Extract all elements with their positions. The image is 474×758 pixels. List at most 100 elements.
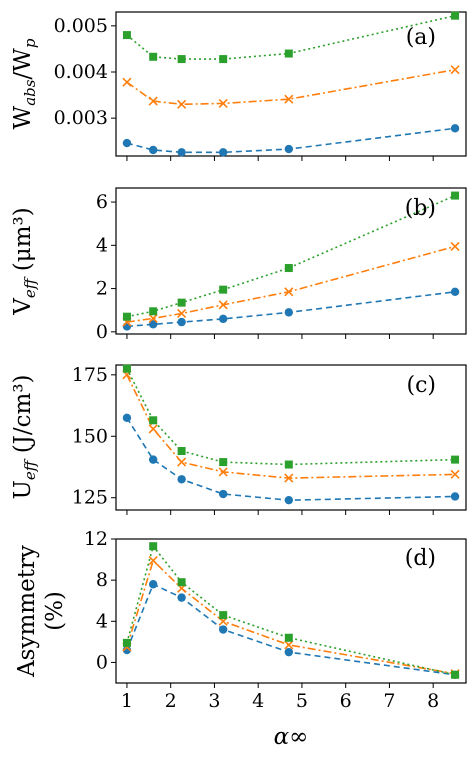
panel-c-series-1-point: [177, 475, 186, 484]
panel-b-ticks: 0 2 4 6: [96, 191, 434, 343]
panel-d-series-3-point: [451, 670, 460, 679]
panel-a-ylabel: Wabs/Wp: [10, 38, 39, 129]
panel-d-series-1-point: [218, 625, 228, 634]
panel-b-series-3-point: [122, 312, 131, 321]
panel-d-label: (d): [405, 546, 436, 571]
panel-a-series-2-point: [122, 77, 132, 87]
panel-a-ytick-label: 0.004: [54, 61, 108, 83]
panel-b-ytick-label: 4: [96, 234, 108, 256]
panel-d-series-1-line: [126, 583, 456, 676]
panel-d-frame: [115, 538, 467, 684]
panel-b: 0 2 4 6 (b) Veff (μm³): [10, 187, 467, 343]
panel-d-series-3-point: [149, 542, 158, 551]
panel-c-ticks: 125 150 175: [72, 364, 434, 515]
panel-b-ytick-label: 2: [96, 278, 108, 300]
panel-b-series-3-point: [177, 298, 186, 307]
panel-a-marks: [122, 11, 460, 157]
panel-c-label: (c): [407, 373, 437, 398]
panel-b-series-1-line: [126, 291, 456, 328]
panel-d-series-2-line: [126, 559, 456, 675]
panel-c-series-2-point: [450, 469, 460, 479]
panel-b-series-2-point: [450, 241, 460, 251]
panel-d-xtick-label: 8: [427, 690, 439, 712]
panel-d-ylabel-line1: Asymmetry: [14, 545, 40, 678]
panel-b-series-1-point: [284, 308, 294, 317]
panel-d-ytick-label: 8: [96, 569, 108, 591]
panel-a-frame: [115, 11, 467, 157]
panel-d-series-1-point: [148, 580, 158, 589]
panel-d-series-3-point: [219, 611, 228, 620]
panel-a-ticks: 0.003 0.004 0.005: [54, 15, 434, 161]
panel-a-series-2-point: [148, 96, 158, 106]
panel-b-series-3-point: [149, 307, 158, 316]
panel-c-series-1-point: [122, 413, 132, 423]
panel-d-ytick-label: 0: [96, 651, 108, 673]
panel-a-series-1-point: [148, 145, 158, 155]
panel-b-marks: [122, 191, 460, 331]
panel-c-series-2-point: [177, 457, 187, 467]
panel-d-series-3-point: [284, 633, 293, 642]
panel-c-series-2-point: [148, 424, 158, 434]
panel-d-xtick-label: 3: [208, 690, 220, 712]
panel-b-ylabel: Veff (μm³): [10, 207, 39, 315]
panel-a-series-3-point: [451, 11, 460, 20]
panel-b-series-1-point: [177, 317, 186, 327]
panel-d-ytick-label: 4: [96, 610, 108, 632]
panel-d-xtick-label: 6: [340, 690, 352, 712]
panel-a-series-2-point: [177, 99, 187, 109]
panel-c-ytick-label: 150: [72, 425, 108, 447]
panel-b-series-2-point: [177, 308, 187, 319]
panel-a-series-3-point: [122, 31, 131, 40]
panel-b-frame: [115, 187, 467, 335]
panel-d-series-2-point: [284, 640, 294, 650]
panel-c-series-2-point: [218, 467, 228, 477]
panel-d-series-3-line: [126, 544, 456, 676]
panel-c-series-1-line: [126, 417, 456, 502]
panel-c-series-2-line: [126, 374, 456, 479]
panel-c-series-1-point: [450, 492, 460, 501]
panel-d-xtick-label: 1: [121, 690, 133, 712]
panel-d-series-3-point: [122, 638, 131, 647]
panel-c-series-3-point: [149, 416, 158, 425]
panel-d-series-1-point: [177, 593, 186, 602]
panel-c-series-2-point: [284, 473, 294, 483]
panel-a-series-1-point: [284, 144, 294, 154]
panel-a-series-1-line: [126, 127, 456, 154]
panel-b-series-2-point: [148, 313, 158, 323]
panel-b-series-1-point: [122, 322, 132, 331]
panel-c-series-1-point: [284, 495, 294, 505]
panel-a-series-2-line: [126, 68, 456, 106]
panel-c-series-3-point: [284, 460, 293, 469]
panel-a-series-1-point: [122, 138, 132, 148]
panel-d-ytick-label: 12: [84, 528, 108, 550]
panel-c-ytick-label: 175: [72, 364, 108, 386]
panel-d-xtick-label: 4: [252, 690, 264, 712]
panel-a-series-1-point: [450, 124, 460, 133]
panel-d-series-2-point: [148, 556, 158, 566]
panel-a-series-1-point: [218, 148, 228, 157]
panel-c-series-3-point: [177, 447, 186, 456]
panel-b-series-1-point: [218, 314, 228, 324]
panel-b-ytick-label: 6: [96, 191, 108, 213]
panel-a-series-1-point: [177, 148, 186, 157]
panel-a-series-2-point: [450, 65, 460, 75]
panel-c-marks: [122, 364, 460, 505]
panel-a: 0.003 0.004 0.005 (a) Wabs/Wp: [10, 11, 467, 161]
panel-b-series-3-point: [219, 285, 228, 294]
panel-d-xtick-label: 7: [383, 690, 395, 712]
panel-a-label: (a): [406, 25, 436, 50]
panel-c-series-1-point: [218, 489, 228, 499]
panel-a-series-3-point: [284, 49, 293, 58]
panel-b-series-1-point: [148, 320, 158, 329]
panel-d-series-3-point: [177, 578, 186, 587]
panel-c-series-3-point: [219, 458, 228, 467]
panel-b-series-2-point: [218, 300, 228, 310]
panel-d-ylabel-line2: (%): [42, 591, 68, 631]
panel-d-xtick-label: 5: [296, 690, 308, 712]
panel-a-series-3-point: [177, 55, 186, 64]
panel-c-ylabel: Ueff (J/cm³): [10, 374, 39, 499]
panel-a-ytick-label: 0.003: [54, 107, 108, 129]
